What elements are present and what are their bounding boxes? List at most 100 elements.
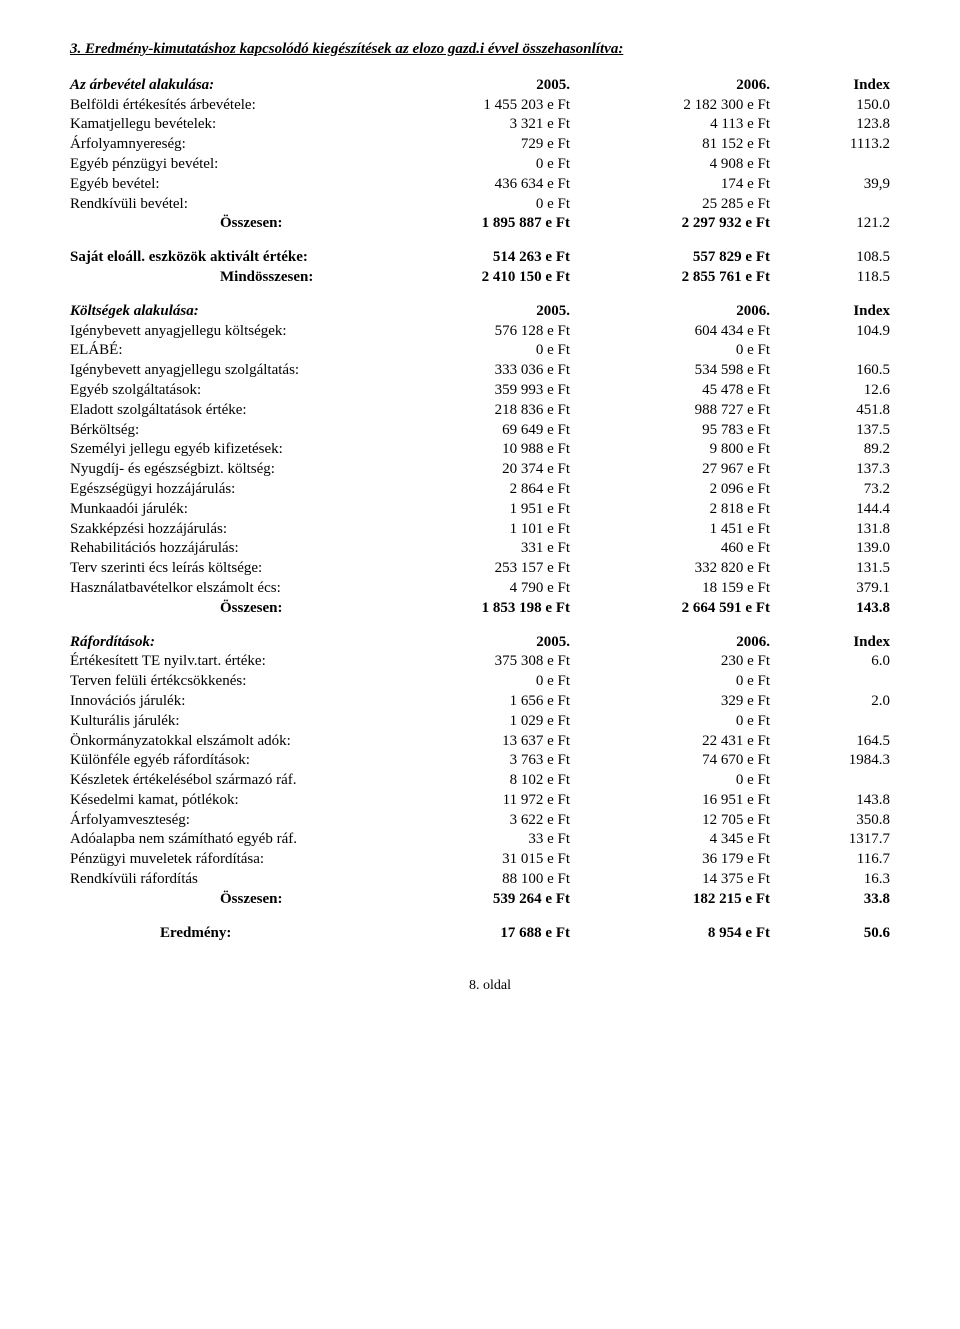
row-idx [770, 712, 890, 732]
header-label: Ráfordítások: [70, 634, 155, 650]
row-v2: 604 434 e Ft [570, 322, 770, 342]
row-v1: 514 263 e Ft [370, 248, 570, 268]
row-v1: 33 e Ft [370, 830, 570, 850]
row-idx: 160.5 [770, 361, 890, 381]
row-label: Belföldi értékesítés árbevétele: [70, 96, 370, 116]
row-v2: 1 451 e Ft [570, 520, 770, 540]
row-v2: 0 e Ft [570, 712, 770, 732]
row-v1: 1 656 e Ft [370, 692, 570, 712]
page-footer: 8. oldal [70, 977, 910, 995]
table-row: Árfolyamveszteség:3 622 e Ft12 705 e Ft3… [70, 811, 910, 831]
row-idx: 16.3 [770, 870, 890, 890]
table-row: Szakképzési hozzájárulás:1 101 e Ft1 451… [70, 520, 910, 540]
total-row: Mindösszesen: 2 410 150 e Ft 2 855 761 e… [70, 268, 910, 288]
table-row: Kulturális járulék:1 029 e Ft0 e Ft [70, 712, 910, 732]
table-row: Kamatjellegu bevételek:3 321 e Ft4 113 e… [70, 115, 910, 135]
row-idx: 143.8 [770, 791, 890, 811]
row-v2: 16 951 e Ft [570, 791, 770, 811]
row-label: ELÁBÉ: [70, 341, 370, 361]
section-heading: 3. Eredmény-kimutatáshoz kapcsolódó kieg… [70, 40, 910, 60]
row-v2: 45 478 e Ft [570, 381, 770, 401]
row-v1: 253 157 e Ft [370, 559, 570, 579]
row-v2: 2 182 300 e Ft [570, 96, 770, 116]
table-row: Személyi jellegu egyéb kifizetések:10 98… [70, 440, 910, 460]
table-row: Munkaadói járulék:1 951 e Ft2 818 e Ft14… [70, 500, 910, 520]
row-idx [770, 771, 890, 791]
row-label: Szakképzési hozzájárulás: [70, 520, 370, 540]
table-row: Rehabilitációs hozzájárulás:331 e Ft460 … [70, 539, 910, 559]
row-idx: 123.8 [770, 115, 890, 135]
row-idx: 1317.7 [770, 830, 890, 850]
header-col-2005: 2005. [370, 302, 570, 322]
table-row: Készletek értékelésébol származó ráf.8 1… [70, 771, 910, 791]
row-label: Eladott szolgáltatások értéke: [70, 401, 370, 421]
table-row: Terven felüli értékcsökkenés:0 e Ft0 e F… [70, 672, 910, 692]
row-label: Munkaadói járulék: [70, 500, 370, 520]
total-label: Összesen: [70, 214, 370, 234]
header-col-index: Index [770, 633, 890, 653]
total-row: Összesen: 539 264 e Ft 182 215 e Ft 33.8 [70, 890, 910, 910]
row-idx: 1113.2 [770, 135, 890, 155]
row-v2: 4 113 e Ft [570, 115, 770, 135]
table-row: Árfolyamnyereség:729 e Ft81 152 e Ft1113… [70, 135, 910, 155]
table-row: Adóalapba nem számítható egyéb ráf.33 e … [70, 830, 910, 850]
row-v1: 69 649 e Ft [370, 421, 570, 441]
row-v2: 74 670 e Ft [570, 751, 770, 771]
row-idx [770, 195, 890, 215]
row-v1: 576 128 e Ft [370, 322, 570, 342]
row-idx: 39,9 [770, 175, 890, 195]
row-v1: 10 988 e Ft [370, 440, 570, 460]
row-idx: 12.6 [770, 381, 890, 401]
table-header-row: Ráfordítások: 2005. 2006. Index [70, 633, 910, 653]
row-v1: 0 e Ft [370, 341, 570, 361]
row-v1: 375 308 e Ft [370, 652, 570, 672]
row-v2: 27 967 e Ft [570, 460, 770, 480]
row-label: Egészségügyi hozzájárulás: [70, 480, 370, 500]
table-row: Pénzügyi muveletek ráfordítása:31 015 e … [70, 850, 910, 870]
row-label: Kamatjellegu bevételek: [70, 115, 370, 135]
row-label: Saját eloáll. eszközök aktivált értéke: [70, 248, 370, 268]
row-label: Rehabilitációs hozzájárulás: [70, 539, 370, 559]
table-row: Használatbavételkor elszámolt écs:4 790 … [70, 579, 910, 599]
row-idx: 131.8 [770, 520, 890, 540]
row-label: Egyéb pénzügyi bevétel: [70, 155, 370, 175]
row-v1: 359 993 e Ft [370, 381, 570, 401]
row-v2: 2 818 e Ft [570, 500, 770, 520]
result-v1: 17 688 e Ft [370, 924, 570, 944]
row-v2: 329 e Ft [570, 692, 770, 712]
total-v2: 2 664 591 e Ft [570, 599, 770, 619]
row-idx: 150.0 [770, 96, 890, 116]
header-col-index: Index [770, 302, 890, 322]
row-v1: 1 951 e Ft [370, 500, 570, 520]
total-idx: 121.2 [770, 214, 890, 234]
row-idx: 451.8 [770, 401, 890, 421]
row-label: Bérköltség: [70, 421, 370, 441]
row-label: Terv szerinti écs leírás költsége: [70, 559, 370, 579]
total-idx: 143.8 [770, 599, 890, 619]
row-idx [770, 672, 890, 692]
row-v1: 88 100 e Ft [370, 870, 570, 890]
row-v1: 333 036 e Ft [370, 361, 570, 381]
table-row: Igénybevett anyagjellegu szolgáltatás:33… [70, 361, 910, 381]
row-v2: 0 e Ft [570, 771, 770, 791]
row-v1: 1 101 e Ft [370, 520, 570, 540]
row-label: Értékesített TE nyilv.tart. értéke: [70, 652, 370, 672]
row-v1: 331 e Ft [370, 539, 570, 559]
result-v2: 8 954 e Ft [570, 924, 770, 944]
row-v2: 22 431 e Ft [570, 732, 770, 752]
row-v1: 31 015 e Ft [370, 850, 570, 870]
table-row: Nyugdíj- és egészségbizt. költség:20 374… [70, 460, 910, 480]
total-row: Összesen: 1 853 198 e Ft 2 664 591 e Ft … [70, 599, 910, 619]
row-idx: 1984.3 [770, 751, 890, 771]
row-v2: 460 e Ft [570, 539, 770, 559]
row-label: Innovációs járulék: [70, 692, 370, 712]
row-v1: 436 634 e Ft [370, 175, 570, 195]
row-v2: 0 e Ft [570, 341, 770, 361]
row-v2: 14 375 e Ft [570, 870, 770, 890]
table-row: Saját eloáll. eszközök aktivált értéke: … [70, 248, 910, 268]
row-idx: 108.5 [770, 248, 890, 268]
table-row: Egészségügyi hozzájárulás:2 864 e Ft2 09… [70, 480, 910, 500]
total-row: Összesen: 1 895 887 e Ft 2 297 932 e Ft … [70, 214, 910, 234]
row-label: Igénybevett anyagjellegu szolgáltatás: [70, 361, 370, 381]
row-label: Kulturális járulék: [70, 712, 370, 732]
